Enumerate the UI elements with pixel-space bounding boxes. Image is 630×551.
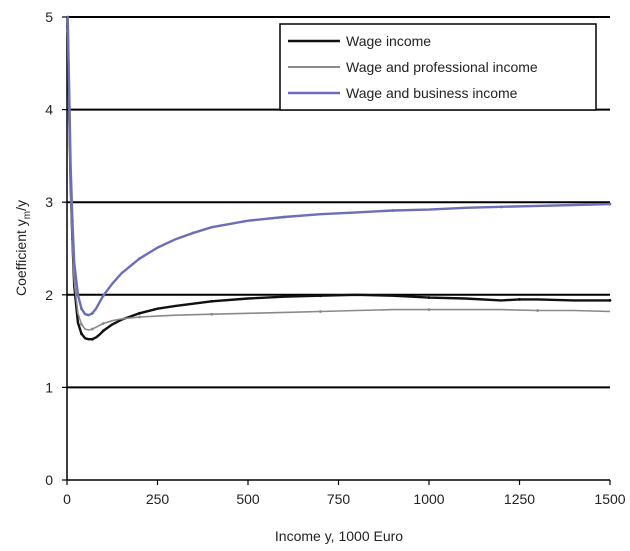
data-point-wage-and-business-income [80, 307, 83, 311]
data-point-wage-and-professional-income [80, 323, 83, 326]
y-tick-label-0: 0 [45, 472, 53, 488]
data-point-wage-income [80, 332, 83, 336]
x-tick-label-1250: 1250 [504, 491, 535, 507]
x-tick-label-1500: 1500 [594, 491, 625, 507]
data-point-wage-and-professional-income [90, 327, 94, 331]
y-tick-label-1: 1 [45, 379, 53, 395]
data-point-wage-and-business-income [282, 215, 286, 219]
data-point-wage-income [427, 296, 431, 299]
y-axis-label: Coefficient ym/y [13, 200, 33, 296]
x-axis-label: Income y, 1000 Euro [275, 528, 403, 544]
data-point-wage-and-business-income [101, 294, 105, 298]
y-tick-label-5: 5 [45, 9, 53, 25]
data-point-wage-and-professional-income [210, 312, 214, 316]
x-tick-label-250: 250 [146, 491, 170, 507]
x-tick-label-500: 500 [236, 491, 260, 507]
legend: Wage income Wage and professional income… [279, 23, 597, 111]
legend-label-wage-income: Wage income [346, 33, 431, 49]
data-point-wage-and-business-income [391, 209, 395, 212]
legend-label-wage-business-income: Wage and business income [346, 85, 518, 101]
tick-labels: 0 1 2 3 4 5 0 250 500 750 1000 1250 1500 [45, 9, 626, 507]
y-axis-label-prefix: Coefficient y [13, 219, 29, 296]
data-point-wage-income [101, 329, 105, 333]
y-axis-label-subscript: m [22, 211, 33, 219]
data-point-wage-income [210, 299, 214, 303]
y-tick-label-4: 4 [45, 102, 53, 118]
data-point-wage-and-business-income [192, 231, 196, 235]
data-point-wage-income [608, 298, 612, 302]
data-point-wage-and-professional-income [536, 309, 539, 312]
data-point-wage-income [138, 311, 141, 315]
data-point-wage-income [518, 298, 521, 301]
data-point-wage-income [319, 294, 322, 298]
x-tick-label-1000: 1000 [413, 491, 444, 507]
data-point-wage-and-business-income [138, 257, 141, 261]
legend-label-wage-professional-income: Wage and professional income [346, 59, 538, 75]
series-lines [66, 15, 612, 341]
data-point-wage-and-business-income [71, 219, 74, 223]
data-point-wage-and-business-income [66, 15, 70, 19]
data-point-wage-and-professional-income [427, 308, 431, 312]
data-point-wage-and-professional-income [138, 315, 141, 319]
x-tick-label-0: 0 [63, 491, 71, 507]
x-tick-label-750: 750 [327, 491, 351, 507]
data-point-wage-and-business-income [90, 311, 94, 315]
data-point-wage-and-business-income [608, 202, 612, 206]
series-line-wage-and-professional-income [66, 30, 611, 331]
y-axis-label-suffix: /y [13, 200, 29, 211]
data-point-wage-and-professional-income [101, 322, 105, 325]
y-tick-label-2: 2 [45, 287, 53, 303]
data-point-wage-and-professional-income [319, 310, 322, 313]
data-point-wage-and-business-income [500, 205, 503, 209]
y-tick-label-3: 3 [45, 194, 53, 210]
data-point-wage-income [90, 337, 94, 341]
